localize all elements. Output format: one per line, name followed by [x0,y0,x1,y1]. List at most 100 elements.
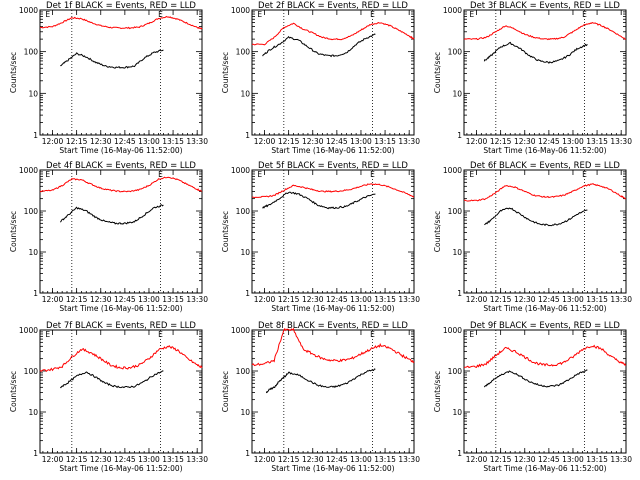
x-tick-label: 13:00 [562,295,584,304]
plot-frame [463,329,627,454]
x-tick-label: 12:30 [90,137,112,146]
y-tick-label: 1000 [231,326,250,335]
plot-frame [463,169,627,294]
panel-1: Det 1f BLACK = Events, RED = LLD 1 10 100 10… [9,1,208,155]
y-tick-label: 100 [236,48,251,57]
y-axis-label: Counts/sec [221,211,230,252]
x-tick-label: 12:45 [538,295,560,304]
y-tick-label: 1 [33,449,38,458]
y-tick-label: 10 [28,248,38,257]
x-tick-label: 12:45 [538,137,560,146]
lld-line-red [39,176,203,193]
y-tick-label: 1 [245,449,250,458]
events-line-black [262,33,376,58]
x-tick-label: 12:00 [42,455,64,464]
x-tick-label: 13:30 [610,295,632,304]
panel-title: Det 8f BLACK = Events, RED = LLD [258,321,408,331]
events-line-black [59,370,164,389]
y-tick-label: 1 [245,289,250,298]
x-tick-label: 12:00 [42,137,64,146]
lld-line-red [39,345,203,373]
panel-3: Det 3f BLACK = Events, RED = LLD 1 10 100 10… [433,1,632,155]
panel-4: Det 4f BLACK = Events, RED = LLD 1 10 100 10… [9,161,208,313]
x-tick-label: 13:00 [138,137,160,146]
y-tick-label: 100 [448,48,463,57]
events-line-black [59,204,164,225]
event-marker: E [469,170,474,179]
x-tick-label: 13:15 [586,137,608,146]
event-marker: E [45,170,50,179]
x-tick-label: 12:00 [466,137,488,146]
panel-title: Det 2f BLACK = Events, RED = LLD [258,1,408,11]
x-axis-label: Start Time (16-May-06 11:52:00) [271,304,394,313]
x-tick-label: 13:00 [562,455,584,464]
x-tick-label: 13:30 [186,295,208,304]
panel-2: Det 2f BLACK = Events, RED = LLD 1 10 100 10… [221,1,420,155]
x-axis-label: Start Time (16-May-06 11:52:00) [271,464,394,473]
x-tick-label: 12:00 [254,455,276,464]
y-axis-label: Counts/sec [433,211,442,252]
lld-line-red [251,183,414,199]
x-tick-label: 13:15 [374,137,396,146]
y-axis-label: Counts/sec [221,371,230,412]
x-tick-label: 13:30 [398,455,420,464]
y-tick-label: 10 [240,89,250,98]
events-line-black [484,207,588,227]
x-tick-label: 12:30 [90,295,112,304]
x-tick-label: 13:15 [162,295,184,304]
x-tick-label: 12:30 [514,137,536,146]
x-tick-label: 12:30 [302,137,324,146]
plot-frame [251,329,415,454]
x-tick-label: 13:15 [586,455,608,464]
y-tick-label: 1000 [231,166,250,175]
x-tick-label: 13:30 [186,137,208,146]
event-marker: E [45,10,50,19]
y-tick-label: 1 [457,449,462,458]
plot-frame [39,9,203,136]
event-marker: E [582,10,587,19]
x-tick-label: 12:45 [326,295,348,304]
event-marker: E [158,330,163,339]
y-tick-label: 1000 [19,166,38,175]
panel-title: Det 6f BLACK = Events, RED = LLD [470,161,620,171]
y-tick-label: 100 [24,48,39,57]
plot-frame [39,329,203,454]
x-tick-label: 12:00 [254,295,276,304]
lld-line-red [251,22,415,46]
x-tick-label: 13:15 [162,137,184,146]
event-marker: E [257,170,262,179]
x-tick-label: 12:30 [514,295,536,304]
x-axis-label: Start Time (16-May-06 11:52:00) [59,146,182,155]
plot-frame [463,9,627,136]
x-tick-label: 13:00 [350,295,372,304]
panel-6: Det 6f BLACK = Events, RED = LLD 1 10 100 10… [433,161,632,313]
panel-title: Det 9f BLACK = Events, RED = LLD [470,321,620,331]
x-tick-label: 13:00 [350,137,372,146]
y-tick-label: 10 [28,89,38,98]
y-axis-label: Counts/sec [433,52,442,93]
y-tick-label: 1000 [443,166,462,175]
x-tick-label: 13:00 [350,455,372,464]
x-tick-label: 13:15 [374,455,396,464]
event-marker: E [257,330,262,339]
events-line-black [483,41,588,64]
x-tick-label: 13:30 [398,137,420,146]
x-tick-label: 13:30 [610,455,632,464]
panel-title: Det 5f BLACK = Events, RED = LLD [258,161,408,171]
y-tick-label: 1000 [443,6,462,15]
y-tick-label: 10 [452,248,462,257]
panel-5: Det 5f BLACK = Events, RED = LLD 1 10 100 10… [221,161,420,313]
x-tick-label: 12:15 [278,455,300,464]
panel-title: Det 1f BLACK = Events, RED = LLD [46,1,196,11]
y-tick-label: 10 [28,408,38,417]
x-tick-label: 12:15 [66,455,88,464]
x-axis-label: Start Time (16-May-06 11:52:00) [59,464,182,473]
lld-line-red [464,344,627,369]
y-tick-label: 10 [240,248,250,257]
plot-frame [251,9,415,136]
y-tick-label: 100 [24,207,39,216]
x-tick-label: 12:00 [466,295,488,304]
events-line-black [60,49,164,69]
event-marker: E [158,170,163,179]
